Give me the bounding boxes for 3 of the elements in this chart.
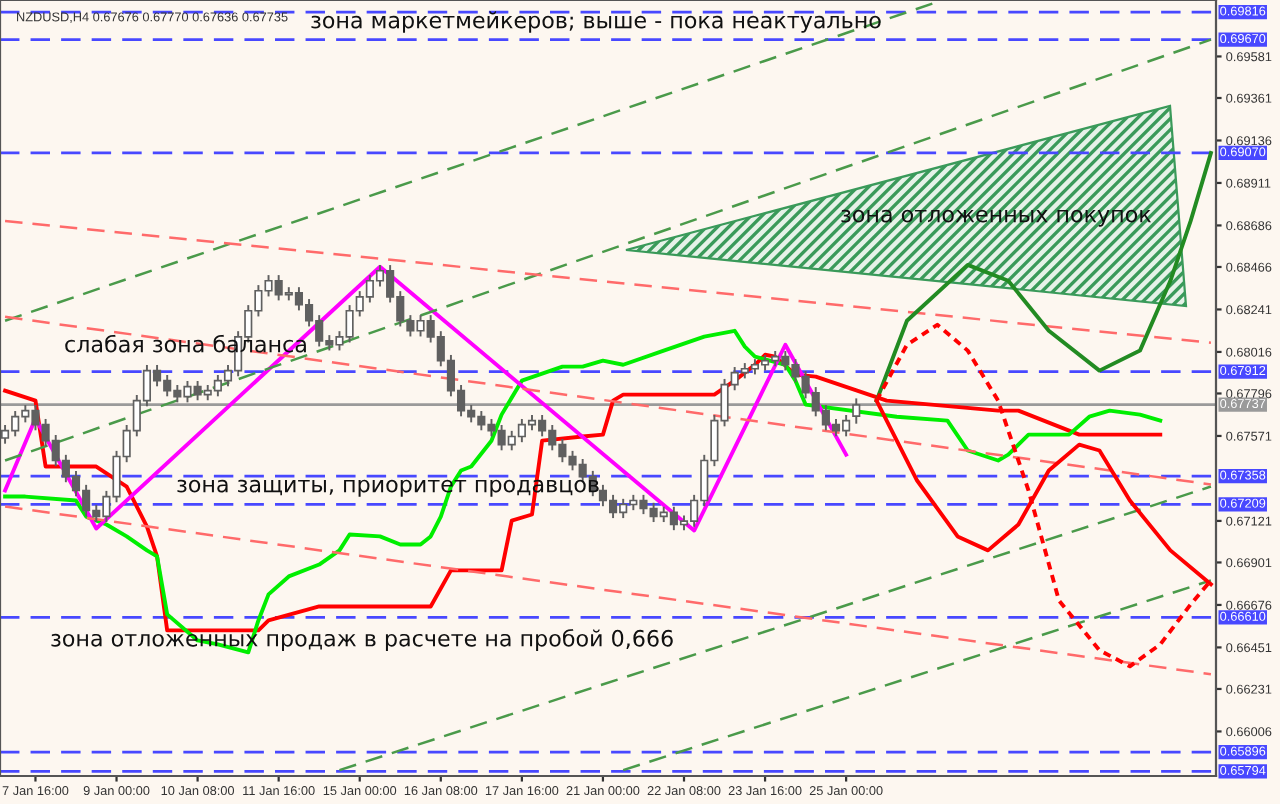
candlestick xyxy=(852,397,861,425)
annotation: зона маркетмейкеров; выше - пока неактуально xyxy=(311,11,881,33)
line-series xyxy=(3,264,849,533)
